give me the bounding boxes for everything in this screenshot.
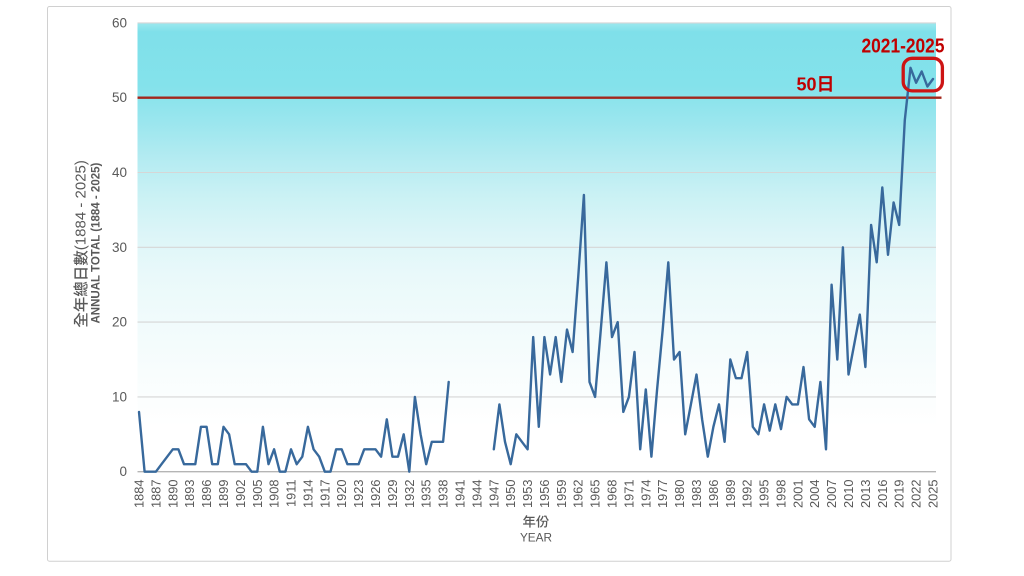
svg-text:1983: 1983 bbox=[689, 480, 704, 508]
svg-text:1890: 1890 bbox=[165, 480, 180, 508]
svg-text:1932: 1932 bbox=[402, 480, 417, 508]
svg-text:50: 50 bbox=[112, 90, 127, 105]
svg-text:2004: 2004 bbox=[807, 480, 822, 508]
svg-text:1917: 1917 bbox=[317, 480, 332, 508]
svg-text:1959: 1959 bbox=[554, 480, 569, 508]
svg-text:1938: 1938 bbox=[436, 480, 451, 508]
svg-text:2021-2025: 2021-2025 bbox=[862, 36, 945, 58]
svg-text:(1884 - 2025): (1884 - 2025) bbox=[73, 160, 90, 250]
svg-text:1971: 1971 bbox=[621, 480, 636, 508]
svg-text:20: 20 bbox=[112, 315, 127, 330]
svg-text:1974: 1974 bbox=[638, 480, 653, 508]
svg-text:1992: 1992 bbox=[740, 480, 755, 508]
svg-text:1965: 1965 bbox=[588, 480, 603, 508]
svg-text:60: 60 bbox=[112, 15, 127, 30]
svg-text:1926: 1926 bbox=[368, 480, 383, 508]
svg-text:1989: 1989 bbox=[723, 480, 738, 508]
svg-text:2019: 2019 bbox=[892, 480, 907, 508]
svg-text:1884: 1884 bbox=[132, 480, 147, 508]
svg-text:1956: 1956 bbox=[537, 480, 552, 508]
svg-text:50: 50 bbox=[797, 75, 817, 95]
svg-text:1893: 1893 bbox=[182, 480, 197, 508]
svg-text:1977: 1977 bbox=[655, 480, 670, 508]
svg-text:2007: 2007 bbox=[824, 480, 839, 508]
svg-text:2010: 2010 bbox=[841, 480, 856, 508]
svg-text:1968: 1968 bbox=[605, 480, 620, 508]
svg-text:1962: 1962 bbox=[571, 480, 586, 508]
svg-text:2025: 2025 bbox=[926, 480, 941, 508]
svg-text:1953: 1953 bbox=[520, 480, 535, 508]
svg-text:30: 30 bbox=[112, 240, 127, 255]
svg-text:ANNUAL TOTAL (1884 - 2025): ANNUAL TOTAL (1884 - 2025) bbox=[91, 162, 103, 323]
svg-text:1905: 1905 bbox=[250, 480, 265, 508]
svg-text:2022: 2022 bbox=[909, 480, 924, 508]
svg-text:1896: 1896 bbox=[199, 480, 214, 508]
svg-text:1947: 1947 bbox=[486, 480, 501, 508]
svg-text:1920: 1920 bbox=[334, 480, 349, 508]
svg-text:1902: 1902 bbox=[233, 480, 248, 508]
svg-text:1899: 1899 bbox=[216, 480, 231, 508]
svg-text:1998: 1998 bbox=[774, 480, 789, 508]
svg-text:2013: 2013 bbox=[858, 480, 873, 508]
svg-text:1914: 1914 bbox=[300, 480, 315, 508]
svg-text:1950: 1950 bbox=[503, 480, 518, 508]
svg-text:0: 0 bbox=[119, 464, 127, 479]
svg-text:2016: 2016 bbox=[875, 480, 890, 508]
svg-text:10: 10 bbox=[112, 389, 127, 404]
svg-text:1980: 1980 bbox=[672, 480, 687, 508]
svg-text:1923: 1923 bbox=[351, 480, 366, 508]
svg-text:1929: 1929 bbox=[385, 480, 400, 508]
svg-text:2001: 2001 bbox=[790, 480, 805, 508]
svg-text:1911: 1911 bbox=[284, 480, 299, 508]
svg-text:1995: 1995 bbox=[757, 480, 772, 508]
svg-text:1986: 1986 bbox=[706, 480, 721, 508]
svg-text:1887: 1887 bbox=[148, 480, 163, 508]
svg-text:1941: 1941 bbox=[453, 480, 468, 508]
svg-text:1935: 1935 bbox=[419, 480, 434, 508]
svg-text:1944: 1944 bbox=[469, 480, 484, 508]
svg-text:YEAR: YEAR bbox=[520, 531, 552, 545]
svg-text:40: 40 bbox=[112, 165, 127, 180]
svg-text:1908: 1908 bbox=[267, 480, 282, 508]
